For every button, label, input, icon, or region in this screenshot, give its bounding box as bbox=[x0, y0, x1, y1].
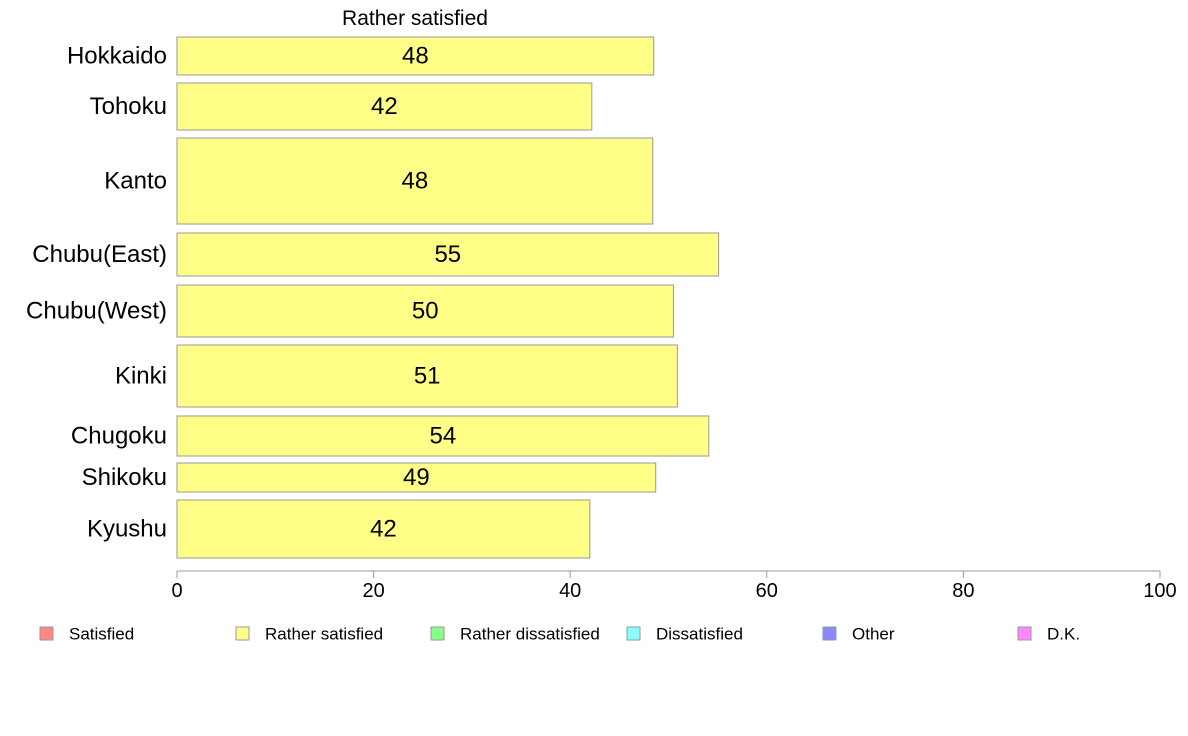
x-tick-label: 80 bbox=[952, 580, 974, 602]
data-label: 51 bbox=[414, 363, 441, 390]
bar-hokkaido bbox=[176, 36, 655, 76]
x-tick-label: 40 bbox=[559, 580, 581, 602]
category-label: Chugoku bbox=[71, 423, 167, 450]
bar-kinki bbox=[176, 344, 678, 408]
bar-kyushu bbox=[176, 499, 591, 559]
chart-title: Rather satisfied bbox=[342, 7, 488, 30]
bar-chugoku bbox=[176, 415, 710, 457]
category-label: Kanto bbox=[104, 168, 167, 195]
x-tick-label: 100 bbox=[1143, 580, 1176, 602]
data-label: 42 bbox=[370, 516, 397, 543]
bar-kanto bbox=[176, 137, 654, 225]
legend-swatch bbox=[822, 626, 837, 641]
legend-label: Other bbox=[852, 625, 895, 644]
data-label: 49 bbox=[403, 464, 430, 491]
legend-swatch bbox=[235, 626, 250, 641]
legend-swatch bbox=[1017, 626, 1032, 641]
legend-label: Dissatisfied bbox=[656, 625, 743, 644]
x-tick-label: 20 bbox=[362, 580, 384, 602]
category-label: Chubu(East) bbox=[32, 241, 167, 268]
legend-swatch bbox=[430, 626, 445, 641]
category-label: Hokkaido bbox=[67, 43, 167, 70]
bar-chubu-east bbox=[176, 232, 720, 277]
legend-label: Rather satisfied bbox=[265, 625, 383, 644]
legend: Satisfied Rather satisfied Rather dissatis… bbox=[39, 625, 1080, 644]
legend-swatch bbox=[626, 626, 641, 641]
data-label: 54 bbox=[430, 423, 457, 450]
data-label: 48 bbox=[402, 43, 429, 70]
bar-chubu-west bbox=[176, 284, 674, 338]
data-label: 55 bbox=[434, 241, 461, 268]
category-label: Kyushu bbox=[87, 516, 167, 543]
bars-group: Hokkaido 48 Tohoku 42 Kanto 48 Chubu(East) 55 Ch… bbox=[26, 36, 720, 559]
data-label: 50 bbox=[412, 298, 439, 325]
data-label: 48 bbox=[402, 168, 429, 195]
category-label: Kinki bbox=[115, 363, 167, 390]
x-tick-label: 60 bbox=[756, 580, 778, 602]
legend-swatch bbox=[39, 626, 54, 641]
data-label: 42 bbox=[371, 93, 398, 120]
bar-tohoku bbox=[176, 82, 593, 131]
category-label: Chubu(West) bbox=[26, 298, 167, 325]
category-label: Tohoku bbox=[90, 93, 167, 120]
legend-label: D.K. bbox=[1047, 625, 1080, 644]
legend-label: Satisfied bbox=[69, 625, 134, 644]
category-label: Shikoku bbox=[82, 464, 167, 491]
bar-shikoku bbox=[176, 462, 657, 493]
legend-label: Rather dissatisfied bbox=[460, 625, 600, 644]
x-axis: 0 20 40 60 80 100 bbox=[171, 570, 1177, 602]
x-tick-label: 0 bbox=[171, 580, 182, 602]
